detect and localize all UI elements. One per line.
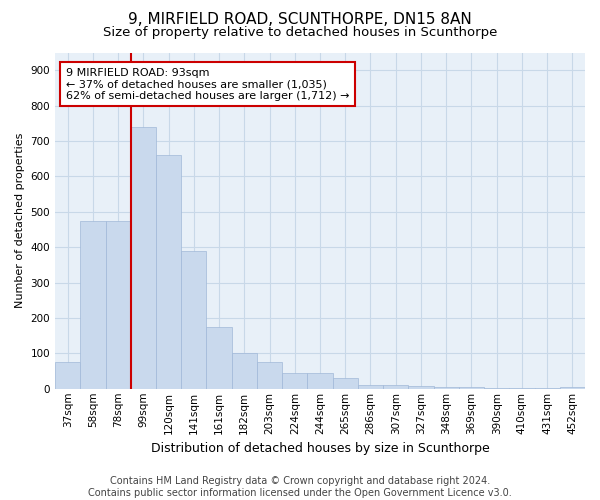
Bar xyxy=(282,373,307,389)
Text: 9 MIRFIELD ROAD: 93sqm
← 37% of detached houses are smaller (1,035)
62% of semi-: 9 MIRFIELD ROAD: 93sqm ← 37% of detached… xyxy=(65,68,349,101)
Bar xyxy=(332,378,358,389)
Bar xyxy=(131,127,156,389)
Bar xyxy=(106,220,131,389)
Bar xyxy=(509,388,535,389)
Bar xyxy=(484,388,509,389)
Bar xyxy=(307,373,332,389)
Bar xyxy=(459,387,484,389)
X-axis label: Distribution of detached houses by size in Scunthorpe: Distribution of detached houses by size … xyxy=(151,442,490,455)
Bar xyxy=(409,386,434,389)
Text: 9, MIRFIELD ROAD, SCUNTHORPE, DN15 8AN: 9, MIRFIELD ROAD, SCUNTHORPE, DN15 8AN xyxy=(128,12,472,28)
Bar xyxy=(181,250,206,389)
Bar xyxy=(358,384,383,389)
Bar xyxy=(80,220,106,389)
Text: Size of property relative to detached houses in Scunthorpe: Size of property relative to detached ho… xyxy=(103,26,497,39)
Bar xyxy=(206,327,232,389)
Bar xyxy=(232,354,257,389)
Bar xyxy=(257,362,282,389)
Bar xyxy=(383,385,409,389)
Bar xyxy=(55,362,80,389)
Text: Contains HM Land Registry data © Crown copyright and database right 2024.
Contai: Contains HM Land Registry data © Crown c… xyxy=(88,476,512,498)
Bar xyxy=(560,387,585,389)
Bar xyxy=(156,155,181,389)
Y-axis label: Number of detached properties: Number of detached properties xyxy=(15,133,25,308)
Bar xyxy=(434,387,459,389)
